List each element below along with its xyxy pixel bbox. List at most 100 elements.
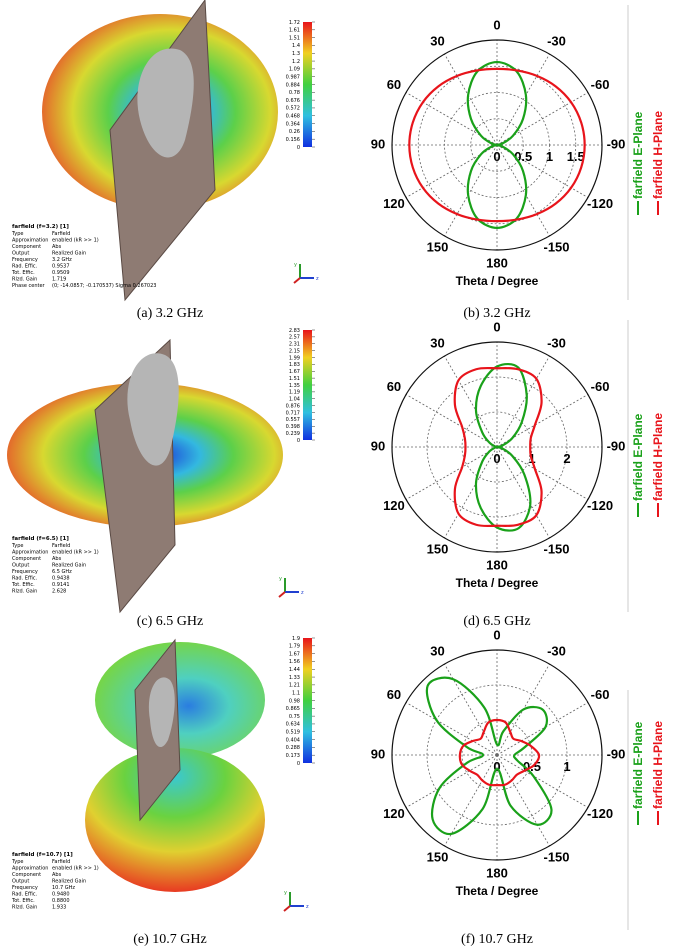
info-label: Rlzd. Gain bbox=[12, 277, 37, 283]
colorbar-tick-label: 1.35 bbox=[289, 383, 300, 389]
legend-label: farfield E-Plane bbox=[631, 111, 645, 199]
info-value: 0.9480 bbox=[52, 892, 70, 898]
triad-label: z bbox=[316, 276, 319, 282]
colorbar-tick-label: 0.468 bbox=[286, 114, 300, 120]
info-label: Type bbox=[11, 543, 23, 549]
legend-entry: farfield E-Plane bbox=[631, 413, 645, 517]
info-label: Output bbox=[12, 251, 29, 257]
info-value: 0.9141 bbox=[52, 582, 70, 588]
info-value: Abs bbox=[52, 872, 62, 878]
info-label: Rlzd. Gain bbox=[12, 589, 37, 595]
rendering-e bbox=[85, 638, 312, 892]
info-value: enabled (kR >> 1) bbox=[52, 866, 99, 872]
info-label: Frequency bbox=[12, 257, 38, 263]
info-label: Rlzd. Gain bbox=[12, 905, 37, 911]
colorbar-tick-label: 1.83 bbox=[289, 362, 300, 368]
colorbar-tick-label: 2.31 bbox=[289, 342, 300, 348]
angle-label: 180 bbox=[486, 255, 508, 270]
axis-label: Theta / Degree bbox=[456, 884, 539, 898]
info-value: Realized Gain bbox=[52, 879, 86, 885]
angle-label: 90 bbox=[371, 438, 385, 453]
info-value: Farfield bbox=[52, 231, 70, 237]
angle-label: -90 bbox=[607, 746, 626, 761]
colorbar-tick-label: 1.56 bbox=[289, 659, 300, 665]
info-value: 6.5 GHz bbox=[52, 569, 72, 575]
colorbar-tick-label: 1.04 bbox=[289, 397, 300, 403]
colorbar-tick-label: 1.3 bbox=[292, 51, 300, 57]
triad-label: z bbox=[301, 590, 304, 596]
colorbar-tick-label: 1.99 bbox=[289, 355, 300, 361]
colorbar-tick-label: 2.83 bbox=[289, 328, 300, 334]
colorbar-tick-label: 0.156 bbox=[286, 137, 300, 143]
info-value: 0.9537 bbox=[52, 264, 70, 270]
colorbar-tick-label: 0 bbox=[297, 438, 300, 444]
colorbar-tick-label: 1.4 bbox=[292, 43, 300, 49]
info-value: Realized Gain bbox=[52, 563, 86, 569]
colorbar-tick-label: 1.1 bbox=[292, 690, 300, 696]
colorbar-tick-label: 0.876 bbox=[286, 403, 300, 409]
info-value: Abs bbox=[52, 556, 62, 562]
angle-label: -30 bbox=[547, 335, 566, 350]
radial-tick-label: 0.5 bbox=[514, 149, 532, 164]
colorbar-tick-label: 0.572 bbox=[286, 106, 300, 112]
angle-label: 120 bbox=[383, 196, 405, 211]
info-value: Farfield bbox=[52, 859, 70, 865]
axis-label: Theta / Degree bbox=[456, 274, 539, 288]
angle-label: -150 bbox=[543, 239, 569, 254]
info-value: enabled (kR >> 1) bbox=[52, 238, 99, 244]
legend-entry: farfield E-Plane bbox=[631, 721, 645, 825]
info-value: 2.628 bbox=[52, 589, 66, 595]
info-value: 0.9438 bbox=[52, 576, 70, 582]
grid-spoke bbox=[445, 54, 498, 145]
pattern-curve bbox=[460, 720, 539, 785]
colorbar bbox=[303, 22, 312, 147]
info-label: Phase center bbox=[12, 283, 46, 289]
caption: (a) 3.2 GHz bbox=[137, 306, 203, 321]
info-value: 0.9509 bbox=[52, 270, 70, 276]
angle-label: 30 bbox=[430, 335, 444, 350]
info-label: Tot. Effic. bbox=[11, 898, 35, 904]
legend-label: farfield H-Plane bbox=[651, 413, 665, 501]
info-label: Frequency bbox=[12, 569, 38, 575]
colorbar-tick-label: 0.398 bbox=[286, 424, 300, 430]
legend-entry: farfield E-Plane bbox=[631, 111, 645, 215]
colorbar-tick-label: 0.987 bbox=[286, 74, 300, 80]
info-value: 1.719 bbox=[52, 277, 66, 283]
angle-label: -60 bbox=[591, 687, 610, 702]
info-label: Tot. Effic. bbox=[11, 270, 35, 276]
legend-label: farfield H-Plane bbox=[651, 721, 665, 809]
angle-label: -60 bbox=[591, 379, 610, 394]
colorbar-tick-label: 1.21 bbox=[289, 683, 300, 689]
info-label: Approximation bbox=[12, 238, 48, 244]
colorbar-tick-label: 1.67 bbox=[289, 369, 300, 375]
colorbar-tick-label: 0.75 bbox=[289, 714, 300, 720]
info-value: Abs bbox=[52, 244, 62, 250]
angle-label: -30 bbox=[547, 33, 566, 48]
colorbar-tick-label: 1.67 bbox=[289, 651, 300, 657]
angle-label: 0 bbox=[493, 627, 500, 642]
info-title: farfield (f=6.5) [1] bbox=[12, 536, 69, 542]
colorbar-tick-label: 2.57 bbox=[289, 335, 300, 341]
info-label: Component bbox=[12, 556, 41, 562]
angle-label: -150 bbox=[543, 849, 569, 864]
colorbar-tick-label: 0.173 bbox=[286, 753, 300, 759]
info-label: Frequency bbox=[12, 885, 38, 891]
info-label: Output bbox=[12, 563, 29, 569]
triad-axis bbox=[294, 278, 300, 283]
angle-label: -120 bbox=[587, 806, 613, 821]
grid-spoke bbox=[406, 703, 497, 756]
radial-tick-label: 0 bbox=[493, 451, 500, 466]
info-label: Rad. Effic. bbox=[12, 264, 38, 270]
angle-label: -90 bbox=[607, 438, 626, 453]
colorbar-tick-label: 0 bbox=[297, 761, 300, 767]
angle-label: 30 bbox=[430, 643, 444, 658]
info-value: 10.7 GHz bbox=[52, 885, 75, 891]
triad-label: z bbox=[306, 904, 309, 910]
info-value: Farfield bbox=[52, 543, 70, 549]
colorbar-tick-label: 1.51 bbox=[289, 35, 300, 41]
colorbar-tick-label: 1.51 bbox=[289, 376, 300, 382]
info-value: Realized Gain bbox=[52, 251, 86, 257]
angle-label: 180 bbox=[486, 865, 508, 880]
triad-label: y bbox=[284, 890, 287, 896]
info-label: Tot. Effic. bbox=[11, 582, 35, 588]
